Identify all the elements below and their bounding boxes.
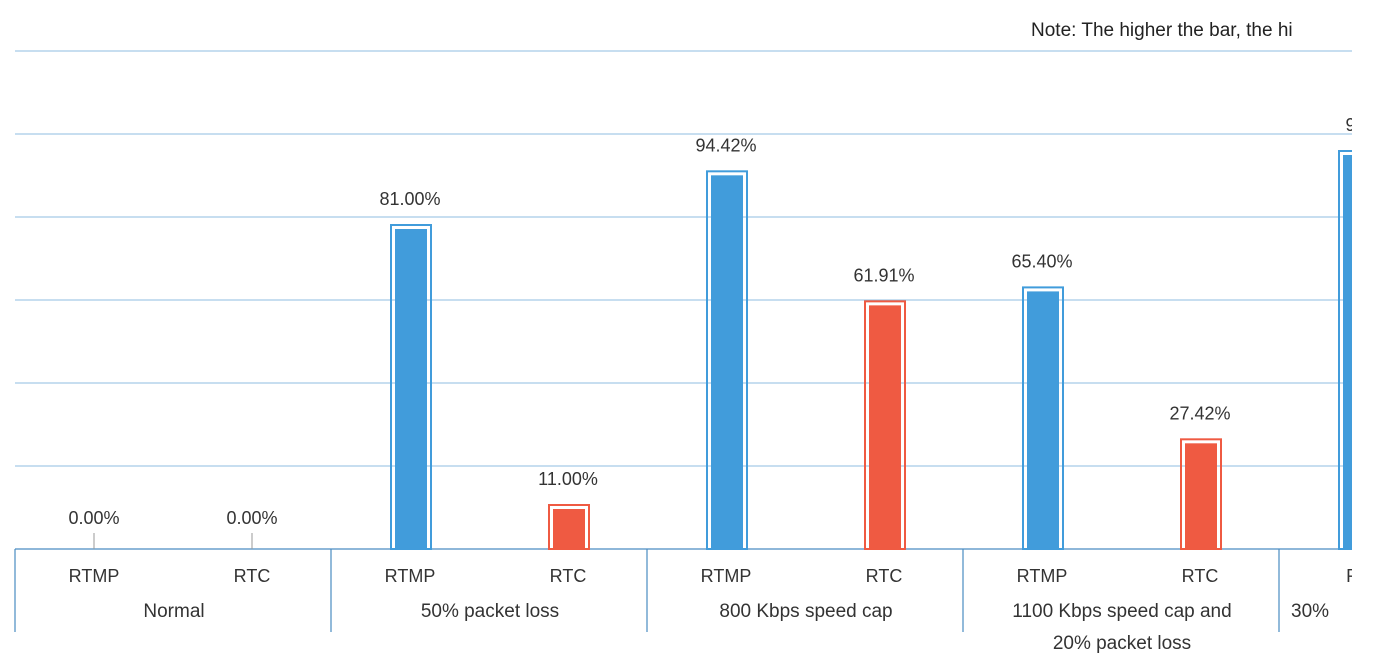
sub-category-label: RTC xyxy=(234,566,271,586)
bar-value-label: 61.91% xyxy=(853,265,914,285)
bar-value-label: 0.00% xyxy=(68,508,119,528)
category-label: 800 Kbps speed cap xyxy=(719,601,892,622)
bar-value-label: 11.00% xyxy=(538,469,598,489)
sub-category-label: RTC xyxy=(866,566,903,586)
bar-rtmp xyxy=(395,229,427,549)
sub-category-label: RTMP xyxy=(1017,566,1068,586)
category-label: 30% xyxy=(1291,601,1329,622)
bar-value-label: 27.42% xyxy=(1169,403,1230,423)
bar-value-label: 81.00% xyxy=(379,189,440,209)
sub-category-label: RTMP xyxy=(701,566,752,586)
category-label: 50% packet loss xyxy=(421,601,559,622)
category-label: 1100 Kbps speed cap and xyxy=(1012,601,1231,622)
bar-rtc xyxy=(869,305,901,549)
sub-category-label: RTMP xyxy=(385,566,436,586)
category-label: Normal xyxy=(143,601,204,622)
right-clip-mask xyxy=(1352,0,1375,668)
sub-category-label: RTC xyxy=(1182,566,1219,586)
bar-value-label: 94.42% xyxy=(695,135,756,155)
bar-value-label: 65.40% xyxy=(1011,251,1072,271)
bar-rtmp xyxy=(711,175,743,549)
sub-category-label: RTC xyxy=(550,566,587,586)
chart-note: Note: The higher the bar, the hi xyxy=(1031,20,1293,41)
sub-category-label: RTMP xyxy=(69,566,120,586)
bar-rtc xyxy=(1185,443,1217,549)
bar-rtmp xyxy=(1027,291,1059,549)
bar-value-label: 0.00% xyxy=(226,508,277,528)
bar-rtc xyxy=(553,509,585,549)
category-label-line2: 20% packet loss xyxy=(1053,633,1191,654)
